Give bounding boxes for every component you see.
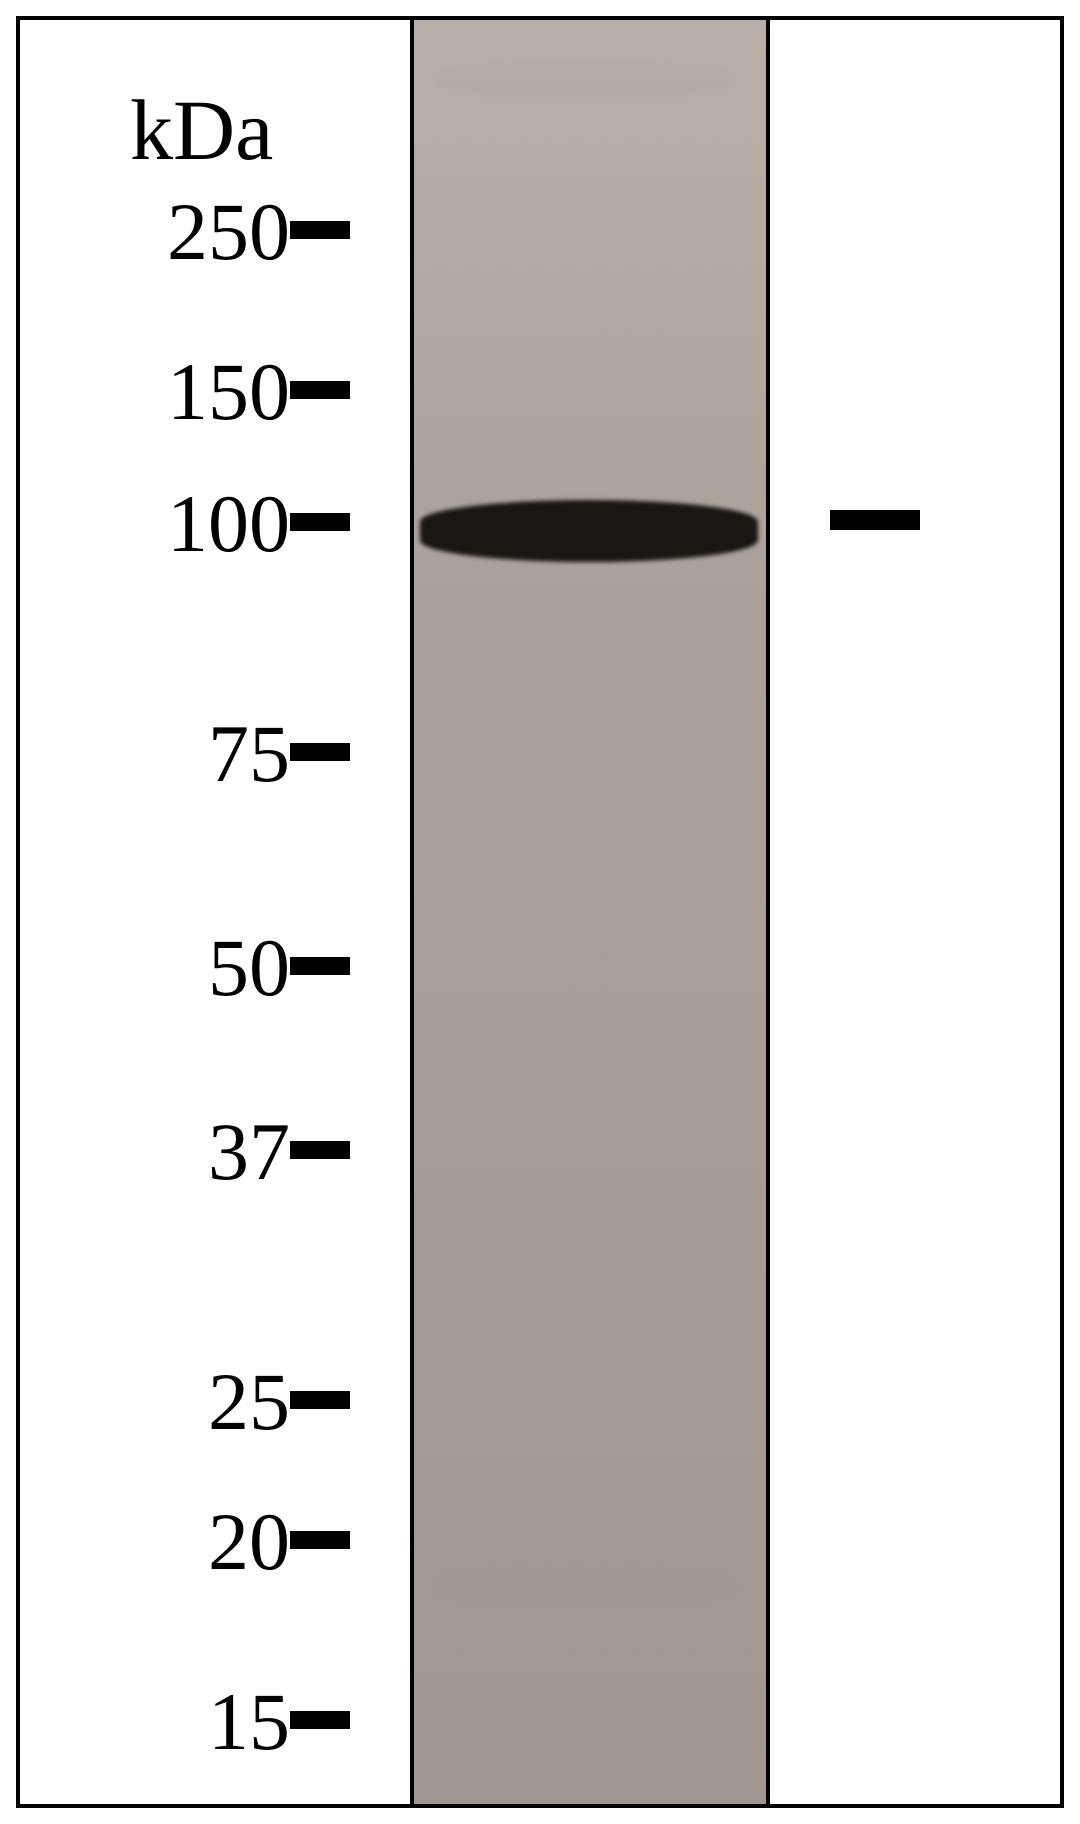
marker-label-15: 15 [208,1675,290,1769]
marker-label-100: 100 [167,477,290,571]
lane-artifact-1 [430,1560,740,1610]
marker-tick-20 [290,1531,350,1549]
target-band-indicator [830,510,920,530]
marker-tick-150 [290,381,350,399]
marker-tick-50 [290,957,350,975]
marker-label-250: 250 [167,185,290,279]
lane-noise-texture [414,20,766,1804]
marker-tick-100 [290,513,350,531]
blot-lane [410,16,770,1808]
western-blot-figure: kDa 250 150 100 75 50 37 25 20 15 [0,0,1080,1824]
marker-tick-37 [290,1141,350,1159]
marker-label-50: 50 [208,921,290,1015]
marker-label-20: 20 [208,1495,290,1589]
band-105kda [420,500,758,562]
marker-tick-250 [290,221,350,239]
lane-artifact-0 [430,60,740,100]
marker-label-25: 25 [208,1355,290,1449]
marker-tick-15 [290,1711,350,1729]
marker-label-150: 150 [167,345,290,439]
marker-label-75: 75 [208,707,290,801]
unit-label-kda: kDa [130,80,273,180]
marker-tick-75 [290,743,350,761]
marker-label-37: 37 [208,1105,290,1199]
marker-tick-25 [290,1391,350,1409]
